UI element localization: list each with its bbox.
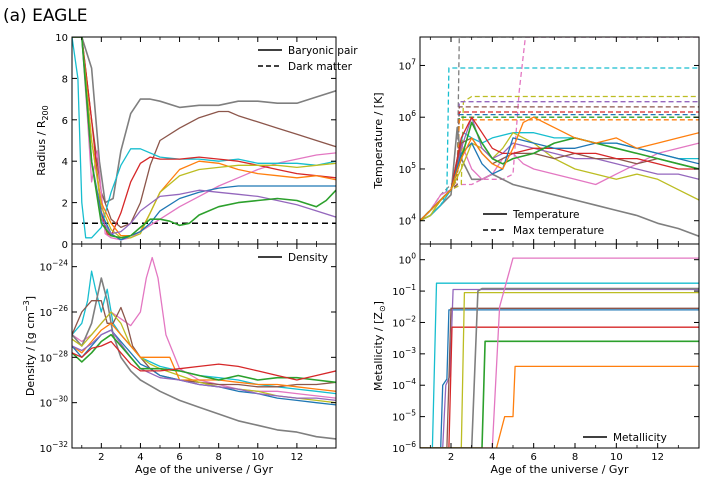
radius-series-line-gray: [72, 37, 336, 204]
x-tick-label: 6: [530, 452, 536, 463]
x-tick-label: 2: [98, 452, 104, 463]
y-tick-label: 10−4: [392, 377, 416, 392]
y-tick-label: 104: [398, 213, 416, 228]
metallicity-axes-frame: [419, 243, 700, 449]
y-tick-label: 10−6: [392, 440, 416, 455]
metallicity-series-line-red: [420, 326, 699, 448]
y-tick-label: 4: [62, 157, 68, 168]
max-temperature-line-pink: [420, 37, 699, 222]
y-tick-label: 0: [62, 240, 68, 251]
y-tick-label: 10−3: [392, 346, 416, 361]
metallicity-series-line-orange: [420, 365, 699, 448]
density-x-axis-label: Age of the universe / Gyr: [135, 463, 273, 476]
legend-label: Dark matter: [288, 61, 353, 73]
max-temperature-line-gray: [420, 37, 699, 222]
x-tick-label: 8: [572, 452, 578, 463]
legend-label: Metallicity: [613, 432, 667, 444]
temperature-y-axis-label: Temperature / [K]: [372, 92, 385, 189]
x-tick-label: 4: [137, 452, 143, 463]
y-tick-label: 10−1: [392, 283, 416, 298]
y-tick-label: 107: [398, 57, 416, 72]
legend-label: Baryonic pair: [288, 45, 358, 57]
x-tick-label: 2: [448, 452, 454, 463]
metallicity-series-line-olive: [420, 291, 699, 448]
radius-y-axis-label: Radius / R200: [35, 105, 50, 176]
x-tick-label: 12: [291, 452, 304, 463]
metallicity-series-line-purple: [420, 288, 699, 448]
y-tick-label: 10−32: [39, 440, 68, 455]
metallicity-series-line-green: [420, 340, 699, 448]
y-tick-label: 10−5: [392, 409, 416, 424]
y-tick-label: 100: [398, 252, 416, 267]
x-tick-label: 10: [251, 452, 264, 463]
metallicity-x-axis-label: Age of the universe / Gyr: [491, 463, 629, 476]
y-tick-label: 10−26: [39, 304, 68, 319]
y-tick-label: 10−24: [39, 259, 68, 274]
radius-series-line-blue: [72, 37, 336, 241]
x-tick-label: 10: [610, 452, 623, 463]
y-tick-label: 6: [62, 116, 68, 127]
metallicity-plot-area: [420, 257, 699, 448]
y-tick-label: 10−30: [39, 395, 68, 410]
x-tick-label: 6: [176, 452, 182, 463]
y-tick-label: 2: [62, 199, 68, 210]
metallicity-y-axis-label: Metallicity / [Z⊙]: [372, 301, 387, 391]
radius-plot-area: [72, 37, 336, 241]
temperature-plot-area: [420, 37, 699, 237]
density-axes-frame: [71, 243, 337, 449]
y-tick-label: 8: [62, 74, 68, 85]
density-series-line-gray: [72, 277, 336, 440]
density-series-line-green: [72, 333, 336, 384]
temperature-panel: 104 105 106 107 Temperature / [K] Temperature…: [372, 36, 700, 245]
metallicity-series-line-blue: [420, 309, 699, 448]
max-temperature-line-orange: [420, 119, 699, 222]
metallicity-series-line-cyan: [420, 282, 699, 448]
density-series-line-orange: [72, 322, 336, 392]
x-tick-label: 8: [215, 452, 221, 463]
density-panel: 2 4 6 8 10 12 10−32 10−30 10−28 10−26 10−24 Age of …: [22, 243, 337, 476]
radius-series-line-brown: [72, 37, 336, 229]
legend-label: Max temperature: [513, 225, 604, 237]
radius-series-line-green: [72, 37, 336, 239]
temperature-series-line-gray: [420, 126, 699, 237]
legend-label: Temperature: [512, 209, 580, 221]
figure-title: (a) EAGLE: [3, 6, 88, 26]
radius-series-line-olive: [72, 37, 336, 239]
y-tick-label: 106: [398, 109, 416, 124]
y-tick-label: 10: [55, 33, 68, 44]
max-temperature-line-olive: [420, 95, 699, 222]
metallicity-panel: 2 4 6 8 10 12 10−6 10−5 10−4 10−3 10−2 10−1 100 Age o…: [372, 243, 700, 476]
metallicity-series-line-gray: [420, 287, 699, 448]
radius-series-line-cyan: [72, 37, 336, 239]
y-tick-label: 105: [398, 161, 416, 176]
density-series-line-red: [72, 340, 336, 381]
x-tick-label: 12: [651, 452, 664, 463]
y-tick-label: 10−2: [392, 314, 416, 329]
radius-panel: 0 2 4 6 8 10 Radius / R200 Baryonic pair Dark ma…: [35, 33, 358, 251]
density-series-line-purple: [72, 329, 336, 402]
density-series-line-cyan: [72, 270, 336, 395]
density-y-axis-label: Density / [g cm−3]: [22, 296, 37, 396]
temperature-series-line-orange: [420, 116, 699, 222]
metallicity-series-line-pink: [420, 257, 699, 448]
y-tick-label: 10−28: [39, 349, 68, 364]
legend-label: Density: [288, 252, 328, 264]
density-plot-area: [72, 256, 336, 440]
x-tick-label: 4: [489, 452, 495, 463]
metallicity-series-line-brown: [420, 307, 699, 448]
